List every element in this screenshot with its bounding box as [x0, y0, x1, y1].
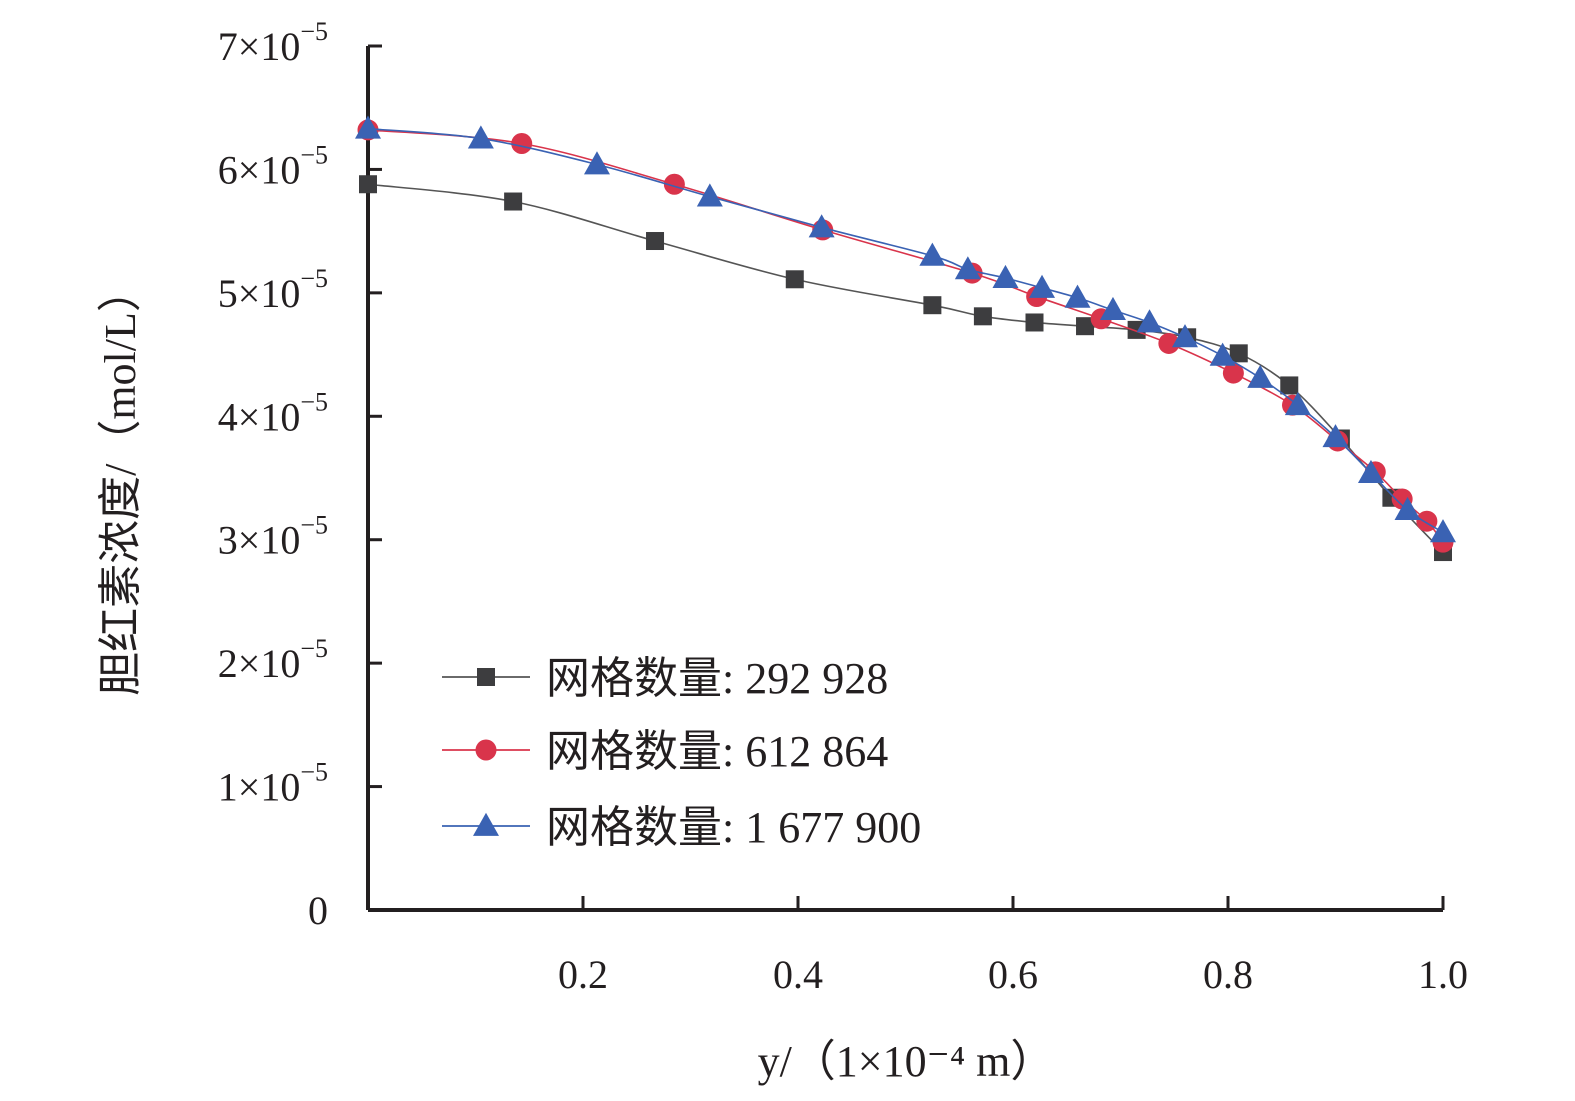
y-axis-title: 胆红素浓度/（mol/L）	[96, 268, 145, 696]
data-point	[646, 232, 665, 251]
x-tick-label: 0.4	[773, 952, 823, 997]
data-point	[1158, 332, 1180, 354]
data-point	[1394, 496, 1421, 520]
data-point	[973, 307, 992, 326]
series-triangle	[355, 115, 1456, 543]
series-layer	[355, 115, 1456, 562]
legend-item: 网格数量: 612 864	[442, 727, 888, 776]
y-tick-label: 3×10−5	[218, 511, 328, 563]
data-point	[1025, 313, 1044, 332]
data-point	[1172, 324, 1198, 348]
series-line	[367, 183, 1444, 553]
data-point	[1222, 362, 1244, 384]
data-point	[1136, 309, 1163, 333]
data-point	[785, 270, 804, 289]
data-point	[1209, 342, 1236, 366]
data-point	[1416, 510, 1438, 532]
data-point	[1430, 519, 1456, 543]
data-point	[1064, 284, 1091, 308]
axes: 0 1×10−5 2×10−5 3×10−5 4×10−5 5×10−5 6×10−5 7×1…	[218, 17, 1468, 997]
data-point	[1099, 296, 1126, 321]
x-tick-label: 0.8	[1203, 952, 1253, 997]
y-tick-label: 4×10−5	[218, 387, 328, 439]
data-point	[1280, 376, 1299, 395]
data-point	[467, 125, 494, 149]
legend-marker	[475, 739, 497, 761]
x-tick-label: 0.6	[988, 952, 1038, 997]
legend-label: 网格数量: 1 677 900	[546, 803, 921, 852]
data-point	[954, 256, 981, 280]
data-point	[696, 183, 723, 207]
data-point	[1284, 391, 1311, 416]
x-tick-label: 0.2	[558, 952, 608, 997]
series-line	[367, 129, 1444, 543]
y-tick-label: 2×10−5	[218, 634, 328, 686]
y-tick-label: 7×10−5	[218, 17, 328, 69]
data-point	[583, 151, 610, 175]
legend-label: 网格数量: 612 864	[546, 727, 888, 776]
data-point	[1229, 344, 1248, 363]
data-point	[1357, 459, 1384, 483]
legend-label: 网格数量: 292 928	[546, 654, 888, 703]
y-tick-label: 1×10−5	[218, 758, 328, 810]
series-line	[367, 127, 1444, 533]
legend-marker	[473, 812, 499, 836]
y-tick-label: 0	[308, 888, 328, 933]
data-point	[808, 214, 835, 238]
data-point	[1322, 424, 1349, 448]
data-point	[663, 173, 685, 195]
ticks: 0 1×10−5 2×10−5 3×10−5 4×10−5 5×10−5 6×10−5 7×1…	[218, 17, 1468, 997]
series-circle	[357, 119, 1454, 553]
legend: 网格数量: 292 928 网格数量: 612 864 网格数量: 1 677 90…	[442, 654, 921, 852]
data-point	[359, 175, 377, 194]
data-point	[1247, 364, 1274, 388]
data-point	[923, 296, 942, 315]
x-axis-title: y/（1×10⁻⁴ m）	[758, 1037, 1055, 1086]
legend-item: 网格数量: 292 928	[442, 654, 888, 703]
data-point	[992, 264, 1019, 288]
data-point	[1076, 317, 1095, 336]
data-point	[355, 115, 381, 139]
y-tick-label: 6×10−5	[218, 140, 328, 192]
data-point	[504, 192, 523, 211]
legend-marker	[477, 668, 495, 686]
data-point	[1029, 274, 1056, 298]
y-tick-label: 5×10−5	[218, 264, 328, 316]
legend-item: 网格数量: 1 677 900	[442, 803, 921, 852]
data-point	[919, 242, 946, 266]
data-point	[511, 133, 533, 155]
x-tick-label: 1.0	[1418, 952, 1468, 997]
series-square	[359, 175, 1452, 562]
